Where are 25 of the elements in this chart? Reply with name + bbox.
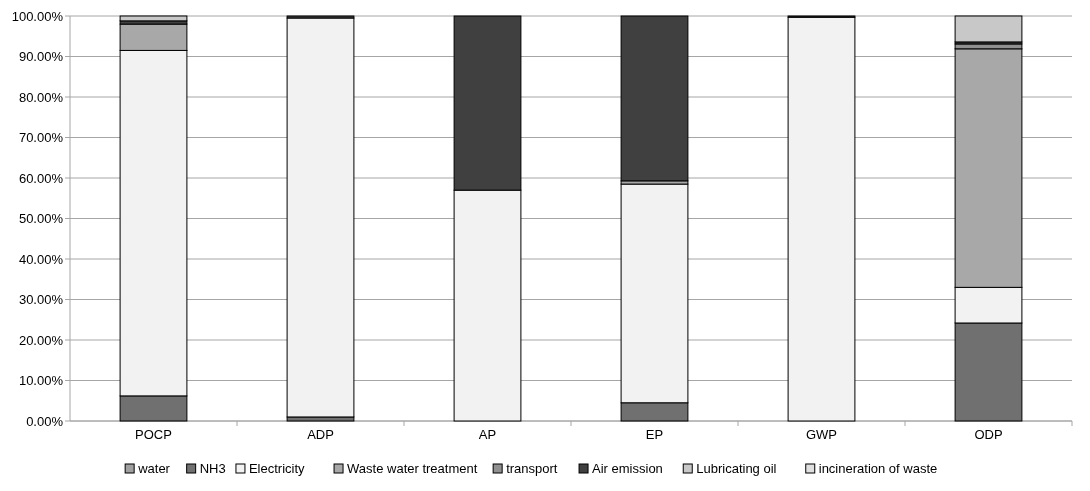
y-tick-label: 100.00% xyxy=(11,8,64,24)
legend-label: NH3 xyxy=(199,461,226,476)
y-tick-label: 0.00% xyxy=(26,413,64,429)
legend-label: transport xyxy=(506,461,558,476)
y-tick-label: 40.00% xyxy=(18,251,64,267)
legend-label: incineration of waste xyxy=(818,461,938,476)
y-tick-label: 20.00% xyxy=(18,332,64,348)
x-tick-label: ADP xyxy=(307,427,334,442)
y-tick-label: 30.00% xyxy=(18,292,64,308)
x-tick-label: POCP xyxy=(135,427,172,442)
legend-label: Air emission xyxy=(592,461,663,476)
x-tick-label: GWP xyxy=(805,427,838,442)
x-tick-label: EP xyxy=(645,427,664,442)
y-tick-label: 80.00% xyxy=(18,89,64,105)
y-tick-label: 60.00% xyxy=(18,170,64,186)
y-tick-label: 90.00% xyxy=(18,49,64,65)
x-tick-label: ODP xyxy=(974,427,1003,442)
y-tick-label: 70.00% xyxy=(18,130,64,146)
legend-label: Lubricating oil xyxy=(696,461,777,476)
legend-label: water xyxy=(137,461,171,476)
legend-label: Waste water treatment xyxy=(347,461,478,476)
x-tick-label: AP xyxy=(478,427,497,442)
legend-label: Electricity xyxy=(248,461,306,476)
y-tick-label: 50.00% xyxy=(18,211,64,227)
y-tick-label: 10.00% xyxy=(18,373,64,389)
